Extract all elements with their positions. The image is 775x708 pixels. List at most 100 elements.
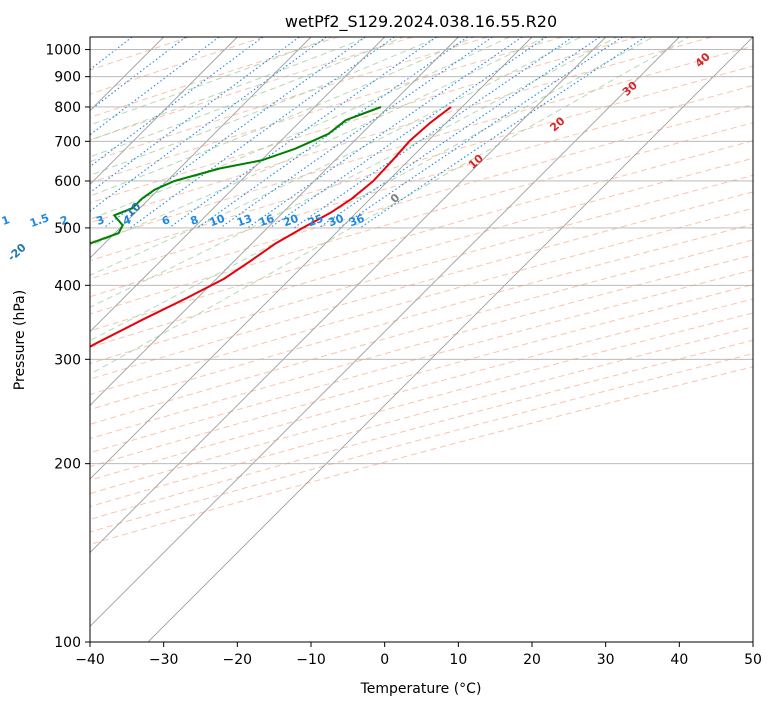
x-tick-label: 20 bbox=[523, 652, 541, 668]
mixing-ratio-label: 4 bbox=[121, 213, 133, 228]
y-tick-label: 100 bbox=[54, 635, 81, 651]
moist-adiabat-line bbox=[90, 37, 546, 247]
wet-bulb-label: 10 bbox=[466, 152, 486, 172]
dry-adiabat-line bbox=[90, 65, 753, 262]
axis-ticks: −40 −30 −20 −10 0 10 20 30 40 5010020030040050060… bbox=[45, 43, 762, 668]
moist-adiabat-line bbox=[90, 37, 582, 276]
mixing-ratio-label: 10 bbox=[208, 212, 227, 230]
moist-adiabat-line bbox=[90, 37, 510, 220]
dry-adiabat-line bbox=[90, 84, 753, 280]
wet-bulb-label: 30 bbox=[620, 79, 640, 99]
x-tick-label: 10 bbox=[449, 652, 467, 668]
isotherm-line bbox=[147, 37, 753, 642]
wet-bulb-label: 20 bbox=[547, 114, 567, 134]
x-tick-label: 0 bbox=[380, 652, 389, 668]
dry-adiabat-line bbox=[90, 37, 488, 163]
mixing-ratio-label: 36 bbox=[347, 212, 366, 230]
moist-adiabat-line bbox=[90, 37, 368, 141]
isotherm-line bbox=[90, 37, 238, 185]
dewpoint-line bbox=[90, 106, 382, 245]
y-tick-label: 800 bbox=[54, 100, 81, 116]
isotherm-line bbox=[90, 37, 459, 406]
y-tick-label: 200 bbox=[54, 457, 81, 473]
mixing-ratio-line bbox=[293, 37, 574, 229]
line-labels: -100-90-80-70-60-50-40-30-20-100.10.20.4… bbox=[0, 50, 713, 264]
mixing-ratio-label: 20 bbox=[281, 212, 300, 230]
mixing-ratio-line bbox=[90, 37, 264, 168]
x-tick-label: −40 bbox=[75, 652, 105, 668]
dry-adiabat-line bbox=[90, 191, 753, 380]
wet-bulb-label: 0 bbox=[388, 191, 403, 206]
isotherm-line bbox=[90, 37, 385, 333]
isotherm-line bbox=[90, 37, 680, 627]
x-axis-label: Temperature (°C) bbox=[360, 681, 482, 697]
mixing-ratio-line bbox=[220, 37, 493, 229]
dry-adiabat-line bbox=[90, 140, 753, 332]
dry-adiabat-line bbox=[90, 207, 753, 396]
mixing-ratio-label: 8 bbox=[189, 213, 201, 228]
mixing-ratio-line bbox=[90, 37, 300, 194]
dry-adiabat-line bbox=[90, 157, 753, 348]
wet-bulb-label: 40 bbox=[693, 50, 713, 70]
mixing-ratio-line bbox=[197, 37, 468, 229]
mixing-ratio-line bbox=[318, 37, 601, 229]
mixing-ratio-label: 25 bbox=[306, 212, 325, 229]
mixing-ratio-line bbox=[247, 37, 523, 229]
dry-adiabat-line bbox=[90, 312, 753, 495]
dry-adiabat-line bbox=[90, 37, 563, 184]
dry-adiabat-line bbox=[90, 254, 753, 440]
moist-adiabat-line bbox=[90, 37, 617, 308]
dry-adiabat-line bbox=[90, 366, 753, 545]
mixing-ratio-line bbox=[338, 37, 623, 229]
dry-adiabat-line bbox=[90, 239, 753, 425]
isotherm-label: -20 bbox=[5, 241, 29, 264]
mixing-ratio-label: 3 bbox=[95, 213, 107, 228]
dry-adiabat-line bbox=[90, 353, 753, 533]
x-tick-label: −10 bbox=[296, 652, 326, 668]
dry-adiabat-line bbox=[90, 269, 753, 454]
mixing-ratio-line bbox=[0, 37, 82, 228]
isotherm-line bbox=[90, 37, 312, 259]
x-tick-label: 40 bbox=[670, 652, 688, 668]
moist-adiabat-line bbox=[90, 37, 475, 197]
dry-adiabat-line bbox=[90, 174, 753, 364]
x-tick-label: 50 bbox=[744, 652, 762, 668]
dry-adiabat-line bbox=[90, 37, 638, 204]
dry-adiabat-line bbox=[90, 103, 753, 298]
y-tick-label: 400 bbox=[54, 278, 81, 294]
moist-adiabat-line bbox=[90, 37, 404, 158]
background-lines bbox=[0, 37, 753, 642]
dry-adiabat-line bbox=[90, 122, 753, 315]
dry-adiabat-line bbox=[90, 37, 264, 95]
x-tick-label: 30 bbox=[597, 652, 615, 668]
isotherm-line bbox=[90, 37, 606, 554]
mixing-ratio-label: 2 bbox=[58, 213, 70, 228]
y-axis-label: Pressure (hPa) bbox=[12, 290, 28, 390]
mixing-ratio-line bbox=[168, 37, 437, 229]
y-tick-label: 1000 bbox=[45, 43, 81, 59]
series-layer bbox=[90, 106, 452, 348]
moist-adiabat-line bbox=[90, 37, 333, 126]
temperature-line bbox=[90, 106, 452, 348]
mixing-ratio-line bbox=[90, 37, 220, 136]
x-tick-label: −20 bbox=[223, 652, 253, 668]
dry-adiabat-line bbox=[90, 298, 753, 481]
y-tick-label: 700 bbox=[54, 134, 81, 150]
dry-adiabat-line bbox=[90, 284, 753, 468]
mixing-ratio-label: 6 bbox=[160, 213, 172, 228]
dry-adiabat-line bbox=[90, 37, 189, 71]
mixing-ratio-line bbox=[90, 37, 327, 212]
chart-title: wetPf2_S129.2024.038.16.55.R20 bbox=[285, 12, 557, 32]
y-tick-label: 600 bbox=[54, 174, 81, 190]
mixing-ratio-label: 16 bbox=[257, 212, 276, 230]
dry-adiabat-line bbox=[90, 37, 414, 141]
mixing-ratio-line bbox=[359, 37, 646, 229]
y-tick-label: 500 bbox=[54, 221, 81, 237]
y-tick-label: 300 bbox=[54, 352, 81, 368]
isotherm-line bbox=[90, 37, 533, 480]
mixing-ratio-label: 13 bbox=[235, 212, 254, 229]
mixing-ratio-line bbox=[103, 37, 366, 229]
x-tick-label: −30 bbox=[149, 652, 179, 668]
mixing-ratio-label: 1 bbox=[0, 213, 12, 228]
